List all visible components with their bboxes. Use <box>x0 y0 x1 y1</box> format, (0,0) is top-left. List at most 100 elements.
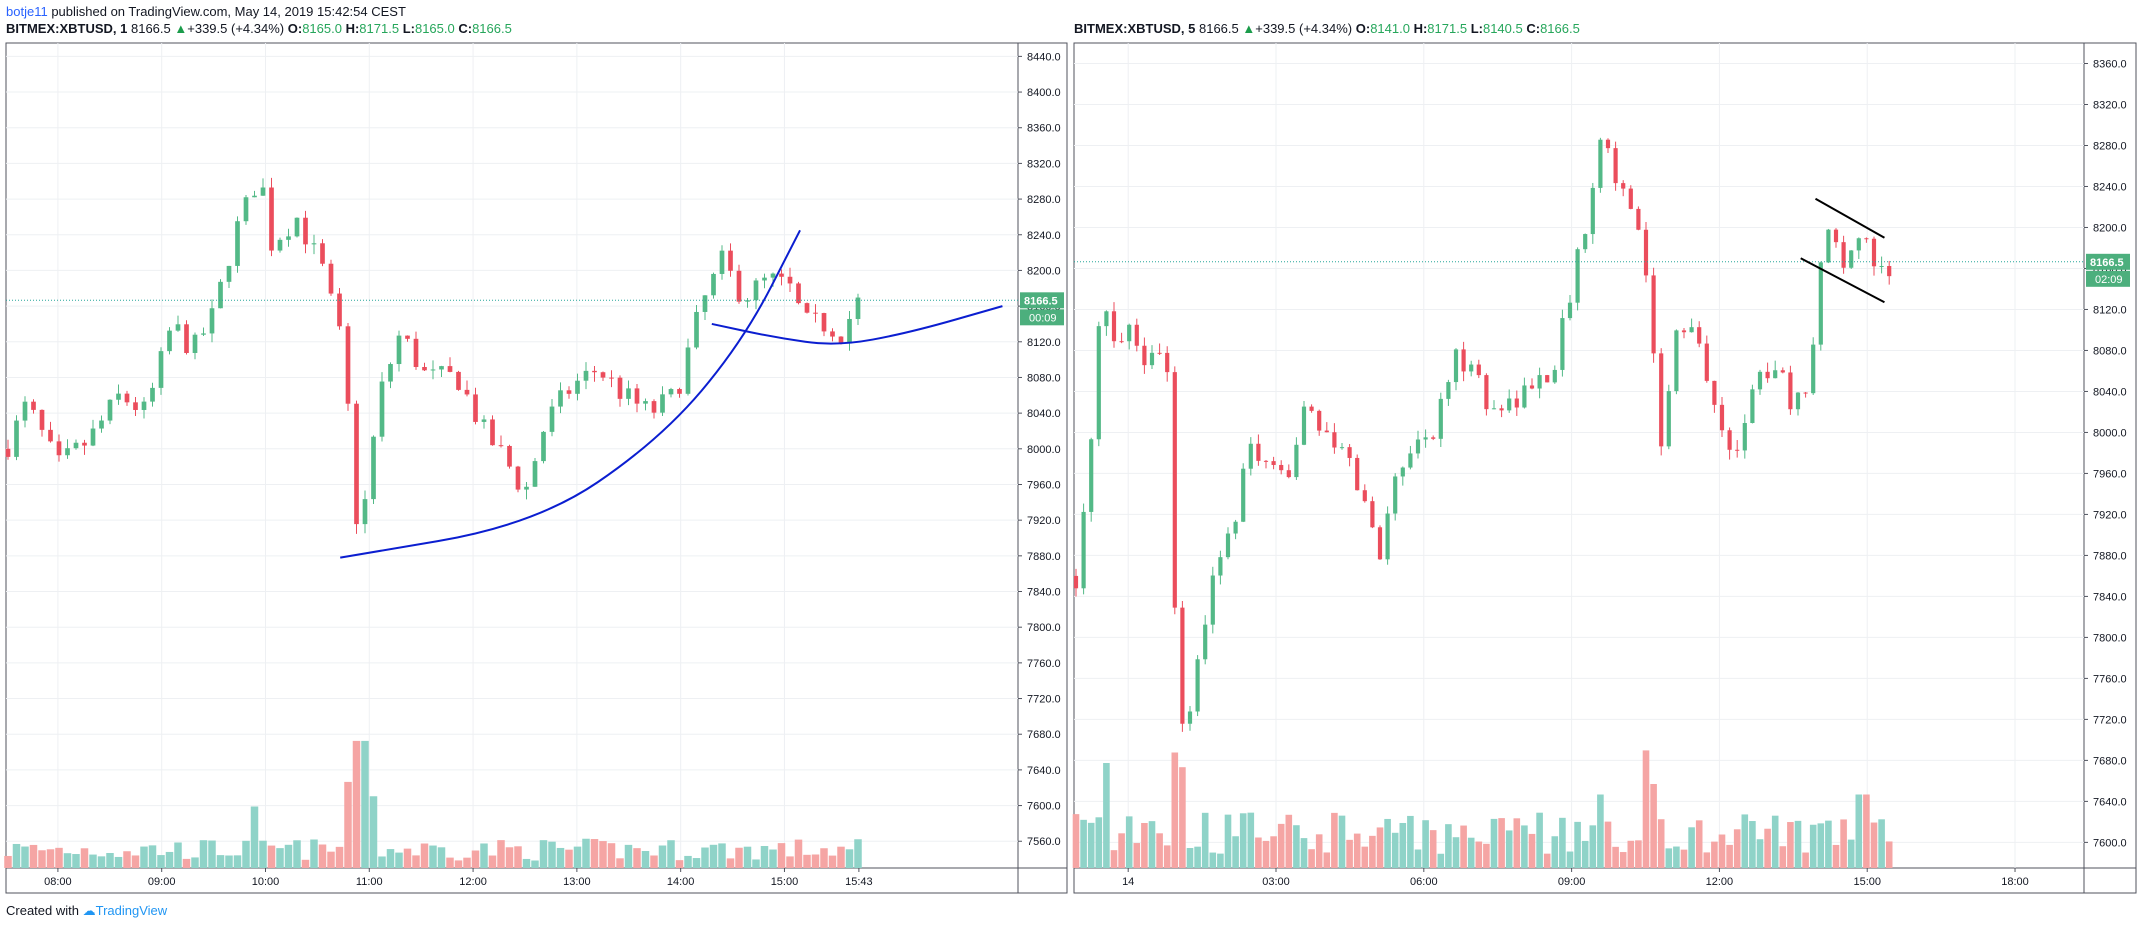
volume-bar <box>811 854 820 868</box>
volume-bar <box>1840 819 1847 868</box>
candle-body <box>48 429 53 442</box>
author-link[interactable]: botje11 <box>6 4 48 19</box>
candle-body <box>490 419 495 446</box>
y-tick-label: 8000.0 <box>1027 444 1061 456</box>
volume-bar <box>1809 824 1817 868</box>
volume-bar <box>1331 812 1338 868</box>
candle-body <box>855 297 861 319</box>
candle-body <box>583 370 589 381</box>
volume-bar <box>624 844 633 868</box>
volume-bar <box>1080 819 1087 868</box>
volume-bar <box>1703 852 1711 868</box>
volume-bar <box>1779 846 1787 868</box>
candle-body <box>770 273 776 278</box>
candle-body <box>1879 266 1884 268</box>
pane-frame <box>1073 42 2137 894</box>
volume-bar <box>1612 846 1619 868</box>
candle-body <box>1073 575 1079 589</box>
candle-body <box>158 351 164 388</box>
x-tick-label: 08:00 <box>44 876 72 888</box>
volume-bar <box>735 847 743 868</box>
candle-body <box>1362 490 1367 502</box>
volume-bar <box>1125 816 1133 868</box>
volume-bar <box>318 844 327 868</box>
candles <box>5 177 861 534</box>
candle-body <box>1309 406 1314 411</box>
candle-body <box>1187 711 1193 724</box>
volume-bar <box>1224 814 1232 868</box>
candle-body <box>311 243 317 245</box>
legend-close: 8166.5 <box>1540 21 1580 36</box>
y-tick-label: 8320.0 <box>1027 158 1061 170</box>
candle-body <box>626 388 631 399</box>
candle-body <box>226 265 232 282</box>
volume-bar <box>1490 818 1498 868</box>
candle-body <box>345 326 351 404</box>
volume-bar <box>675 860 684 868</box>
y-tick-label: 7600.0 <box>2093 837 2127 849</box>
publish-text: published on TradingView.com, May 14, 20… <box>51 4 406 19</box>
volume-bar <box>701 847 709 868</box>
candle-body <box>1225 533 1231 558</box>
volume-bar <box>1133 843 1141 868</box>
y-tick-label: 7960.0 <box>1027 479 1061 491</box>
volume-bar <box>1650 784 1657 868</box>
volume-bar <box>599 841 607 868</box>
candle-body <box>328 263 334 294</box>
candle-body <box>1355 457 1360 491</box>
volume-bar <box>1163 845 1171 868</box>
volume-bar <box>21 846 29 868</box>
volume-bar <box>233 855 242 868</box>
y-tick-label: 7720.0 <box>2093 714 2127 726</box>
y-tick-label: 8120.0 <box>1027 337 1061 349</box>
candle-body <box>1317 410 1322 431</box>
candle-body <box>838 336 844 344</box>
x-tick-label: 09:00 <box>148 876 176 888</box>
legend-high: 8171.5 <box>359 21 400 36</box>
volume-bar <box>769 849 777 868</box>
candle-body <box>354 403 359 525</box>
volume-bar <box>1376 827 1384 868</box>
y-tick-label: 7800.0 <box>1027 622 1061 634</box>
candle-body <box>1636 208 1641 230</box>
candle-body <box>1104 311 1109 327</box>
volume-bar <box>1353 833 1361 868</box>
candle-body <box>728 250 733 271</box>
volume-bar <box>174 842 182 868</box>
candle-body <box>1742 423 1747 451</box>
volume-bar <box>1247 812 1255 868</box>
y-tick-label: 8400.0 <box>1027 87 1061 99</box>
volume-bar <box>1452 837 1460 868</box>
candle-body <box>779 273 784 277</box>
candle-body <box>1522 385 1527 408</box>
candle-body <box>634 388 640 404</box>
candle-body <box>294 217 300 237</box>
volume-bar <box>361 740 369 868</box>
volume-bar <box>488 855 497 868</box>
candle-body <box>14 420 19 457</box>
volume-bar <box>1308 849 1315 868</box>
candle-body <box>73 442 79 449</box>
tradingview-brand-link[interactable]: TradingView <box>95 903 168 918</box>
volume-bar <box>556 847 565 868</box>
volume-bar <box>1764 828 1771 868</box>
candle-body <box>1256 443 1261 461</box>
volume-bar <box>446 857 454 868</box>
candle-body <box>651 401 657 413</box>
volume-bar <box>1232 836 1239 868</box>
volume-bar <box>1733 829 1741 868</box>
candle-body <box>1575 249 1580 303</box>
y-tick-label: 8320.0 <box>2093 99 2127 111</box>
volume-bar <box>1847 839 1855 868</box>
candle-body <box>813 312 818 314</box>
volume-bar <box>497 840 505 868</box>
price-badge <box>1020 292 1064 309</box>
candle-body <box>1674 330 1679 392</box>
candle-body <box>277 239 283 251</box>
volume-bar <box>335 846 344 868</box>
volume-bar <box>726 858 735 868</box>
legend-left: BITMEX:XBTUSD, 1 8166.5 ▲+339.5 (+4.34%)… <box>6 21 512 36</box>
volume-bar <box>1627 840 1635 868</box>
